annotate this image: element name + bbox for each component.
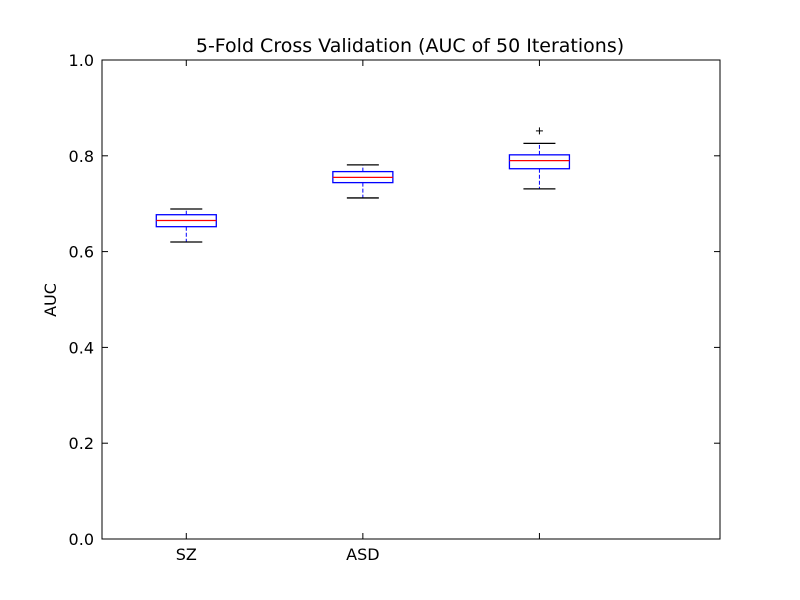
box-group bbox=[155, 208, 217, 243]
boxes-layer bbox=[155, 127, 571, 243]
x-tick-label: SZ bbox=[176, 545, 197, 564]
y-tick-label: 0.0 bbox=[69, 530, 94, 549]
y-tick-label: 1.0 bbox=[69, 51, 94, 70]
y-tick-label: 0.6 bbox=[69, 243, 94, 262]
axes-layer: 0.0 0.2 0.4 0.6 0.8 1.0 SZ ASD bbox=[69, 51, 720, 564]
box-group bbox=[508, 127, 571, 190]
x-tick-label: ASD bbox=[346, 545, 379, 564]
box-iqr bbox=[508, 154, 571, 170]
plot-frame bbox=[101, 59, 721, 540]
box-group bbox=[332, 164, 394, 199]
chart-title: 5-Fold Cross Validation (AUC of 50 Itera… bbox=[196, 35, 624, 57]
y-tick-label: 0.8 bbox=[69, 147, 94, 166]
y-tick-label: 0.2 bbox=[69, 434, 94, 453]
y-axis-label: AUC bbox=[41, 283, 60, 317]
y-tick-label: 0.4 bbox=[69, 338, 94, 357]
